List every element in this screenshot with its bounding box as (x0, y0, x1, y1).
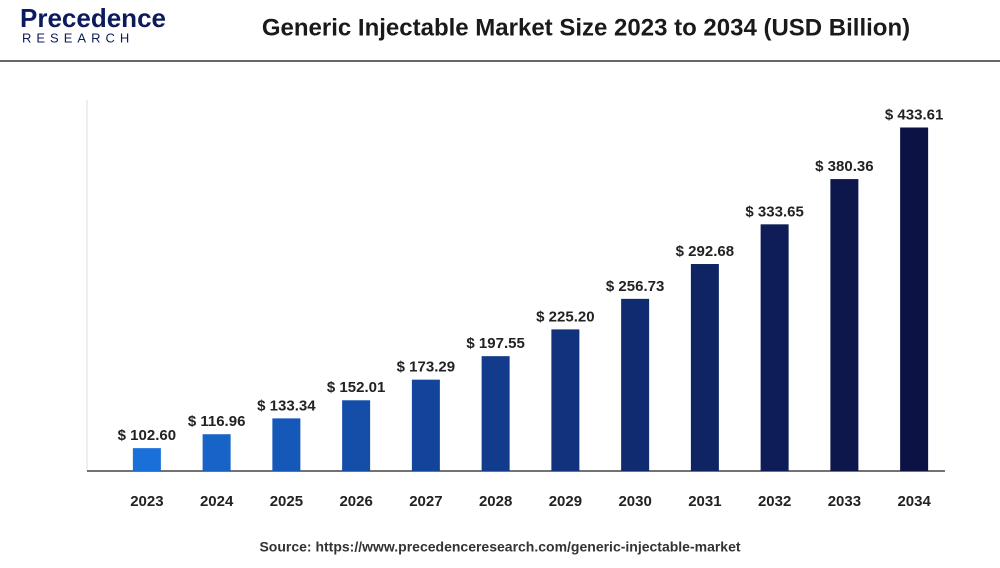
bar (342, 400, 371, 471)
bar (900, 127, 929, 472)
x-tick-label: 2031 (688, 493, 721, 510)
logo-name: Precedence (20, 3, 166, 33)
bar (621, 298, 650, 471)
x-tick-label: 2023 (130, 493, 163, 510)
value-label: $ 256.73 (606, 278, 664, 295)
bar (760, 224, 789, 471)
x-tick-label: 2024 (200, 493, 234, 510)
bar (690, 264, 719, 471)
value-label: $ 133.34 (257, 397, 316, 414)
chart-title: Generic Injectable Market Size 2023 to 2… (262, 14, 910, 41)
x-tick-label: 2034 (897, 493, 931, 510)
bar (132, 448, 161, 471)
value-label: $ 380.36 (815, 158, 873, 175)
value-label: $ 333.65 (745, 203, 803, 220)
x-tick-label: 2026 (339, 493, 372, 510)
value-label: $ 225.20 (536, 308, 594, 325)
value-label: $ 116.96 (188, 413, 246, 430)
x-tick-label: 2030 (618, 493, 651, 510)
bar (551, 329, 580, 471)
x-tick-label: 2033 (828, 493, 861, 510)
x-tick-label: 2027 (409, 493, 442, 510)
bar (411, 379, 440, 471)
source-note: Source: https://www.precedenceresearch.c… (259, 539, 740, 555)
bar (481, 356, 510, 471)
value-label: $ 433.61 (885, 106, 943, 123)
bar (202, 434, 231, 471)
value-label: $ 292.68 (676, 243, 734, 260)
bar (272, 418, 301, 471)
value-label: $ 197.55 (466, 335, 524, 352)
x-tick-label: 2032 (758, 493, 791, 510)
x-tick-label: 2025 (270, 493, 303, 510)
value-label: $ 102.60 (118, 427, 176, 444)
value-label: $ 173.29 (397, 359, 455, 376)
x-tick-label: 2029 (549, 493, 582, 510)
x-tick-label: 2028 (479, 493, 512, 510)
logo-sub: RESEARCH (22, 30, 134, 45)
value-label: $ 152.01 (327, 379, 385, 396)
bar (830, 179, 859, 471)
